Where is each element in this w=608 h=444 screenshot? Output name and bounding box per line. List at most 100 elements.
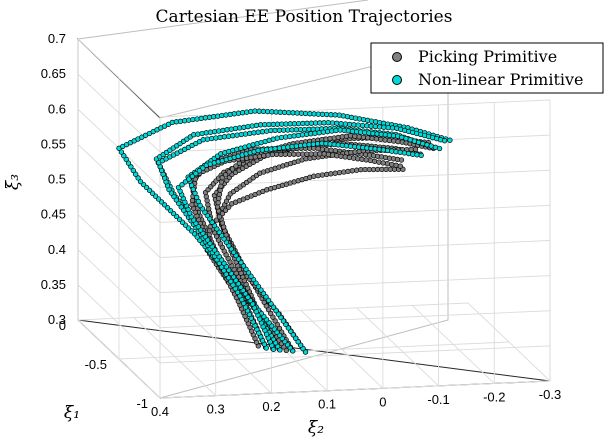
point-nonlinear xyxy=(253,122,260,129)
point-nonlinear xyxy=(125,160,132,166)
point-nonlinear xyxy=(211,128,218,135)
point-nonlinear xyxy=(329,120,336,126)
point-picking xyxy=(389,161,395,168)
point-nonlinear xyxy=(324,128,331,135)
point-nonlinear xyxy=(128,164,134,170)
point-picking xyxy=(272,318,278,324)
legend: Picking Primitive Non-linear Primitive xyxy=(370,42,604,94)
x-axis-label: ξ₁ xyxy=(64,403,80,423)
z-tick-label: 0.6 xyxy=(48,101,66,116)
point-nonlinear xyxy=(171,193,177,200)
point-picking xyxy=(215,200,221,206)
point-picking xyxy=(397,163,403,169)
point-nonlinear xyxy=(232,125,239,132)
point-nonlinear xyxy=(200,165,206,171)
point-picking xyxy=(352,133,358,139)
point-nonlinear xyxy=(372,123,378,130)
point-nonlinear xyxy=(237,125,243,131)
point-picking xyxy=(226,169,232,175)
point-nonlinear xyxy=(207,129,214,135)
point-picking xyxy=(214,204,221,210)
y-tick-label: 0.2 xyxy=(262,399,280,414)
point-nonlinear xyxy=(195,131,201,137)
point-picking xyxy=(360,134,367,140)
z-tick-label: 0.3 xyxy=(48,312,66,327)
point-nonlinear xyxy=(338,121,344,127)
point-nonlinear xyxy=(196,168,203,174)
point-picking xyxy=(328,147,334,153)
point-nonlinear xyxy=(274,135,280,141)
point-nonlinear xyxy=(234,132,240,138)
point-nonlinear xyxy=(447,137,453,143)
point-picking xyxy=(384,161,391,167)
point-nonlinear xyxy=(231,111,237,117)
point-nonlinear xyxy=(179,182,185,188)
point-nonlinear xyxy=(249,123,255,129)
point-nonlinear xyxy=(133,171,139,177)
point-nonlinear xyxy=(235,256,242,262)
point-nonlinear xyxy=(287,133,293,140)
point-picking xyxy=(248,154,254,161)
point-nonlinear xyxy=(253,280,259,286)
point-nonlinear xyxy=(137,178,144,185)
point-nonlinear xyxy=(289,143,295,150)
point-nonlinear xyxy=(364,123,370,129)
point-picking xyxy=(219,210,226,217)
point-picking xyxy=(369,135,375,142)
point-nonlinear xyxy=(405,150,412,157)
point-picking xyxy=(334,153,340,159)
point-nonlinear xyxy=(297,142,304,149)
point-picking xyxy=(391,138,397,144)
data-points xyxy=(116,108,453,355)
point-nonlinear xyxy=(186,176,192,182)
point-picking xyxy=(393,162,399,168)
point-picking xyxy=(324,171,330,178)
z-tick-label: 0.55 xyxy=(41,136,66,151)
point-picking xyxy=(233,163,239,169)
point-nonlinear xyxy=(441,138,448,144)
point-picking xyxy=(341,169,347,175)
point-nonlinear xyxy=(321,120,327,126)
point-nonlinear xyxy=(255,147,261,154)
point-nonlinear xyxy=(272,145,278,152)
point-picking xyxy=(345,168,351,175)
x-tick-label: -1 xyxy=(136,396,148,411)
point-nonlinear xyxy=(216,128,222,134)
point-nonlinear xyxy=(295,120,302,127)
point-nonlinear xyxy=(316,130,322,136)
y-tick-label: -0.3 xyxy=(539,387,561,402)
point-picking xyxy=(315,172,321,179)
y-tick-label: 0 xyxy=(379,394,386,409)
point-picking xyxy=(216,214,223,220)
point-picking xyxy=(336,169,343,176)
point-picking xyxy=(367,157,374,164)
point-picking xyxy=(308,151,314,157)
z-tick-label: 0.4 xyxy=(48,242,66,257)
top-edge xyxy=(77,0,369,40)
point-picking xyxy=(363,157,369,163)
point-nonlinear xyxy=(258,287,264,293)
point-nonlinear xyxy=(385,124,391,131)
x-tick-label: -0.5 xyxy=(85,357,107,372)
z-tick-labels: 0.3 0.35 0.4 0.45 0.5 0.55 0.6 0.65 0.7 xyxy=(41,31,66,327)
y-axis-label: ξ₂ xyxy=(308,418,324,438)
point-nonlinear xyxy=(135,175,141,181)
point-picking xyxy=(376,159,382,165)
point-nonlinear xyxy=(230,133,236,139)
point-nonlinear xyxy=(279,121,285,127)
point-nonlinear xyxy=(130,167,136,174)
point-nonlinear xyxy=(182,179,189,185)
point-nonlinear xyxy=(263,146,270,153)
point-picking xyxy=(338,153,344,159)
point-picking xyxy=(252,154,258,160)
point-nonlinear xyxy=(410,151,416,157)
x-tick-labels: 0 -0.5 -1 xyxy=(59,318,148,411)
point-picking xyxy=(218,183,224,189)
point-nonlinear xyxy=(177,118,184,124)
point-nonlinear xyxy=(175,184,182,191)
point-nonlinear xyxy=(324,111,330,118)
point-picking xyxy=(256,153,263,159)
z-tick-label: 0.5 xyxy=(48,172,66,187)
point-picking xyxy=(317,151,323,157)
